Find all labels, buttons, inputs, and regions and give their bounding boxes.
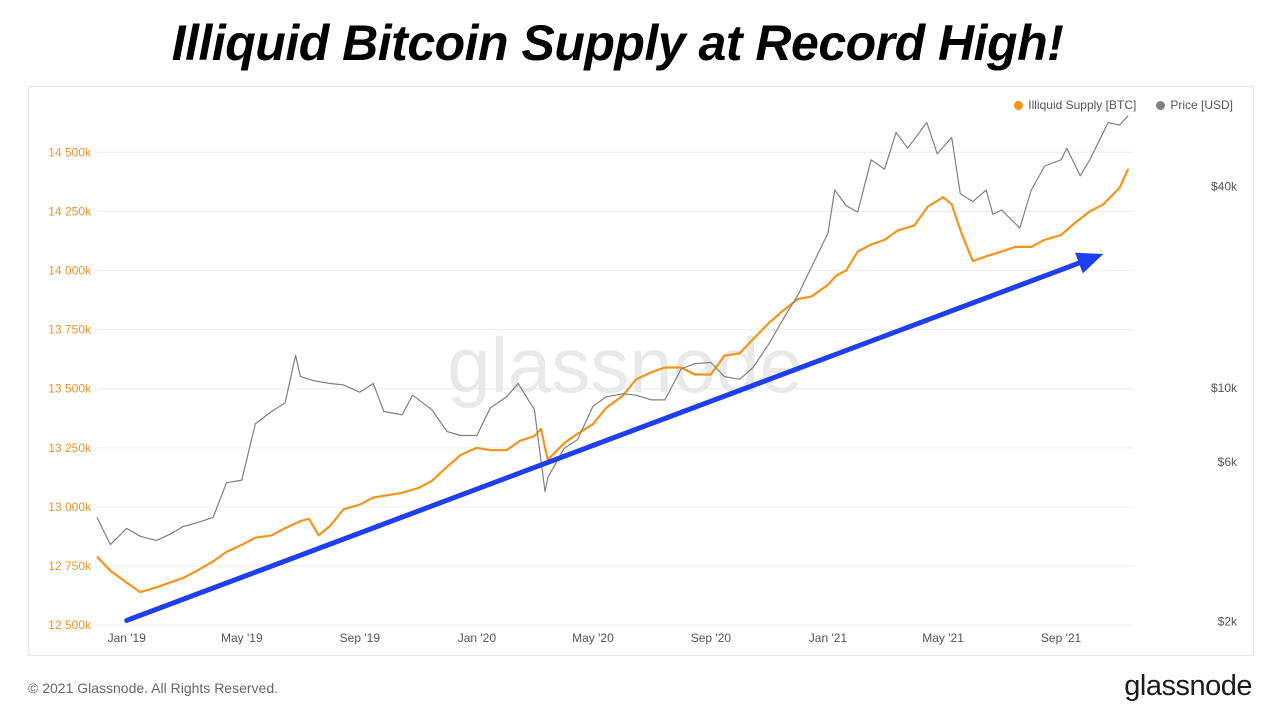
y-left-tick-label: 12 750k [48,559,92,573]
chart-canvas: 12 500k 12 750k 13 000k 13 250k 13 500k 13 75… [48,115,1238,645]
glassnode-logo: glassnode [1124,670,1252,702]
y-left-tick-label: 14 500k [48,145,92,159]
watermark-text: glassnode [447,321,803,409]
legend-item-illiquid-supply[interactable]: Illiquid Supply [BTC] [1014,98,1136,112]
x-tick-label: Jan '20 [458,631,497,645]
y-right-tick-label: $2k [1218,615,1238,629]
copyright-text: © 2021 Glassnode. All Rights Reserved. [28,680,279,696]
legend-label-illiquid-supply: Illiquid Supply [BTC] [1028,98,1137,112]
y-left-tick-label: 13 750k [48,323,92,337]
y-left-tick-label: 14 000k [48,264,92,278]
chart-panel: 12 500k 12 750k 13 000k 13 250k 13 500k 13 75… [28,86,1254,656]
x-tick-label: Jan '21 [809,631,848,645]
x-tick-label: May '20 [572,631,614,645]
y-right-tick-label: $10k [1211,381,1238,395]
y-right-tick-label: $6k [1218,455,1238,469]
x-tick-label: Jan '19 [108,631,147,645]
x-tick-label: May '19 [221,631,263,645]
price-line [96,115,1129,546]
y-right-tick-label: $40k [1211,179,1238,193]
x-tick-label: Sep '19 [340,631,381,645]
y-left-tick-label: 13 500k [48,382,92,396]
x-tick-label: May '21 [922,631,964,645]
chart-legend: Illiquid Supply [BTC] Price [USD] [1014,98,1233,112]
legend-dot-illiquid-supply [1014,100,1024,110]
trend-arrow-shaft [124,260,1082,623]
y-left-tick-label: 14 250k [48,204,92,218]
chart-headline: Illiquid Bitcoin Supply at Record High! [171,15,1064,71]
trend-arrow-head [1075,252,1104,274]
x-tick-label: Sep '21 [1041,631,1082,645]
illiquid-supply-line [96,168,1130,594]
y-left-tick-label: 13 000k [48,500,92,514]
x-tick-label: Sep '20 [691,631,732,645]
legend-label-price: Price [USD] [1170,98,1233,112]
legend-item-price[interactable]: Price [USD] [1156,98,1233,112]
y-left-tick-label: 12 500k [48,618,92,632]
y-left-tick-label: 13 250k [48,441,92,455]
legend-dot-price [1156,100,1166,110]
